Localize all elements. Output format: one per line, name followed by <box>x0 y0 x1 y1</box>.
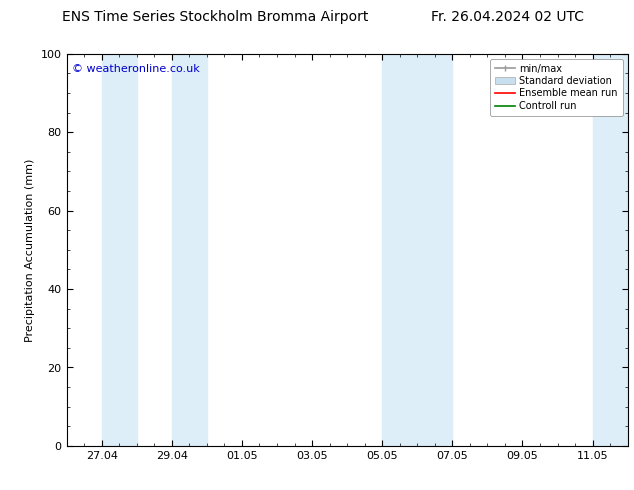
Legend: min/max, Standard deviation, Ensemble mean run, Controll run: min/max, Standard deviation, Ensemble me… <box>490 59 623 116</box>
Bar <box>101 54 137 446</box>
Bar <box>593 54 634 446</box>
Text: ENS Time Series Stockholm Bromma Airport: ENS Time Series Stockholm Bromma Airport <box>62 10 369 24</box>
Bar <box>382 54 452 446</box>
Text: © weatheronline.co.uk: © weatheronline.co.uk <box>72 64 200 74</box>
Text: Fr. 26.04.2024 02 UTC: Fr. 26.04.2024 02 UTC <box>430 10 584 24</box>
Bar <box>172 54 207 446</box>
Y-axis label: Precipitation Accumulation (mm): Precipitation Accumulation (mm) <box>25 158 35 342</box>
